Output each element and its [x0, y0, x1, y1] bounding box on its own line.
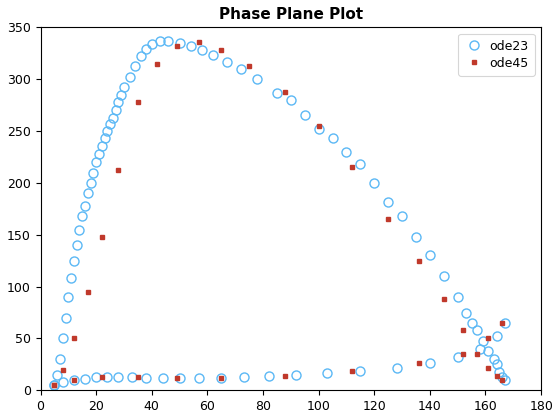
ode45 — [154, 61, 161, 66]
ode45 — [134, 374, 141, 379]
ode45 — [416, 258, 422, 263]
ode45 — [99, 374, 105, 379]
ode45 — [499, 378, 506, 383]
ode45 — [115, 168, 122, 173]
ode45 — [485, 365, 492, 370]
ode45 — [195, 39, 202, 45]
ode45 — [315, 123, 322, 129]
ode45 — [460, 352, 466, 357]
ode45 — [416, 361, 422, 366]
Line: ode45: ode45 — [52, 39, 505, 388]
ode23 — [118, 92, 124, 97]
ode23 — [51, 383, 58, 388]
ode45 — [474, 352, 480, 357]
ode45 — [71, 336, 77, 341]
ode23 — [329, 136, 336, 141]
ode45 — [440, 297, 447, 302]
ode45 — [349, 368, 356, 373]
ode45 — [218, 375, 225, 381]
ode45 — [85, 289, 91, 294]
ode23 — [120, 85, 127, 90]
ode45 — [71, 378, 77, 383]
ode45 — [282, 89, 288, 94]
ode45 — [51, 383, 58, 388]
ode45 — [499, 320, 506, 326]
ode45 — [59, 367, 66, 372]
ode45 — [174, 375, 180, 381]
Line: ode23: ode23 — [50, 36, 510, 390]
ode45 — [385, 217, 391, 222]
ode23 — [57, 357, 63, 362]
ode45 — [349, 165, 356, 170]
ode45 — [174, 43, 180, 48]
Legend: ode23, ode45: ode23, ode45 — [458, 34, 535, 76]
ode23 — [502, 320, 508, 326]
ode45 — [460, 328, 466, 333]
ode23 — [393, 365, 400, 370]
ode45 — [493, 373, 500, 378]
ode45 — [246, 63, 253, 68]
ode45 — [51, 383, 58, 388]
ode45 — [218, 47, 225, 52]
Title: Phase Plane Plot: Phase Plane Plot — [219, 7, 363, 22]
ode45 — [485, 336, 492, 341]
ode45 — [99, 234, 105, 239]
ode45 — [282, 373, 288, 378]
ode23 — [440, 274, 447, 279]
ode23 — [157, 38, 164, 43]
ode45 — [134, 100, 141, 105]
